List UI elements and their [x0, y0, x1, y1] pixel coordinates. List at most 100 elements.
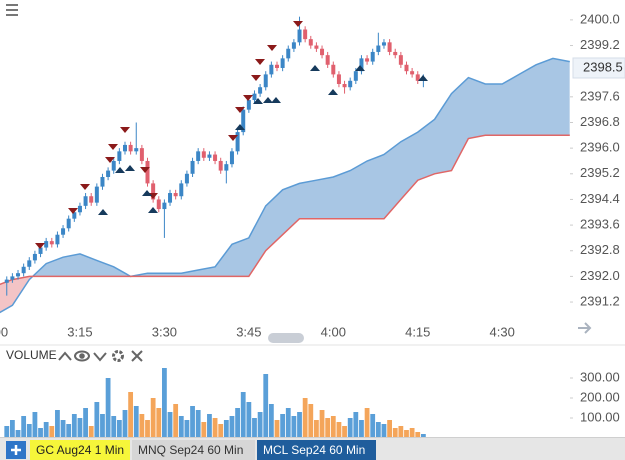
candle-body	[404, 64, 409, 72]
y-tick-label: 2400.0	[580, 11, 620, 26]
volume-bar	[235, 408, 240, 437]
volume-bar	[364, 408, 370, 437]
scroll-thumb[interactable]	[268, 333, 304, 343]
buy-signal	[310, 65, 320, 71]
candle-body	[72, 212, 77, 219]
candle-body	[94, 186, 99, 203]
candle-body	[190, 160, 195, 174]
axis-layer: 2400.0 2399.2 2397.6 2396.8 2396.0 2395.2 2394…	[0, 11, 625, 424]
scroll-right-icon[interactable]	[578, 322, 592, 334]
candle-body	[55, 234, 60, 245]
buy-signal	[148, 207, 158, 213]
candle-body	[297, 29, 302, 43]
tab[interactable]: GC Aug24 1 Min	[30, 440, 130, 460]
volume-bar	[319, 410, 325, 437]
tab[interactable]: MCL Sep24 60 Min	[257, 440, 376, 460]
candle-body	[77, 205, 82, 213]
candle-body	[331, 64, 336, 75]
volume-bar	[145, 420, 150, 437]
buy-signal	[98, 209, 108, 215]
candle-body	[336, 74, 341, 85]
candle-body	[10, 276, 15, 280]
volume-bar	[32, 412, 38, 437]
candle-body	[179, 183, 184, 197]
sell-signal	[235, 107, 245, 113]
buy-signal	[115, 167, 125, 173]
cloud-upper-line	[0, 57, 570, 314]
candle-body	[235, 132, 240, 152]
sell-signal	[140, 167, 150, 173]
candle-body	[173, 193, 178, 197]
volume-bar	[100, 414, 105, 437]
x-tick-label: 4:30	[490, 324, 515, 339]
volume-bar	[184, 420, 190, 437]
move-down-icon[interactable]	[93, 352, 107, 362]
volume-bar	[336, 422, 342, 437]
visibility-pupil	[79, 353, 85, 359]
candle-body	[21, 266, 26, 274]
tab[interactable]: MNQ Sep24 60 Min	[132, 440, 255, 460]
candle-body	[4, 279, 9, 283]
y-tick-label: 2392.8	[580, 242, 620, 257]
candle-body	[393, 51, 398, 56]
move-up-icon[interactable]	[58, 351, 72, 361]
visibility-icon[interactable]	[74, 350, 90, 362]
candle-body	[207, 154, 212, 158]
volume-bar	[291, 416, 297, 437]
x-tick-label: 3:30	[152, 324, 177, 339]
sell-signal	[228, 135, 238, 141]
last-price-label: 2398.5	[583, 59, 623, 74]
sell-signal	[251, 75, 261, 81]
candle-body	[325, 55, 330, 65]
sell-signal	[120, 127, 130, 133]
volume-bar	[370, 414, 376, 437]
candle-body	[27, 260, 32, 267]
buy-signal	[142, 190, 152, 196]
volume-bar	[77, 418, 83, 437]
candle-body	[139, 148, 144, 161]
chart: 2400.0 2399.2 2397.6 2396.8 2396.0 2395.2 2394…	[0, 4, 625, 437]
candle-body	[213, 154, 218, 161]
candle-body	[291, 42, 296, 49]
volume-bar	[229, 416, 235, 437]
x-tick-label: 4:15	[405, 324, 430, 339]
volume-bar	[387, 420, 392, 437]
y-tick-label: 2392.0	[580, 268, 620, 283]
volume-bar	[285, 408, 291, 437]
volume-bar	[280, 414, 286, 437]
candle-body	[134, 148, 139, 152]
candle-body	[275, 64, 279, 68]
volume-bar	[4, 426, 10, 437]
settings-icon[interactable]	[112, 350, 124, 362]
candle-body	[252, 93, 257, 101]
sell-signal	[243, 95, 253, 101]
buy-signal	[418, 75, 428, 81]
volume-bar	[150, 398, 156, 437]
buy-signal	[355, 65, 365, 71]
x-tick-label: 4:00	[321, 324, 346, 339]
add-tab-button[interactable]	[6, 441, 26, 459]
y-tick-label: 2395.2	[580, 165, 620, 180]
candle-body	[398, 55, 403, 65]
candle-body	[269, 64, 274, 75]
menu-icon[interactable]	[6, 4, 18, 16]
candle-body	[410, 71, 415, 75]
candle-body	[320, 48, 325, 56]
candle-body	[381, 42, 386, 46]
volume-bar	[162, 368, 167, 437]
volume-bar	[353, 412, 359, 437]
volume-tools[interactable]	[58, 350, 143, 362]
sell-signal	[108, 144, 118, 150]
volume-bar	[201, 422, 207, 437]
volume-bar	[404, 430, 409, 437]
volume-bar	[133, 406, 139, 437]
candle-body	[196, 151, 201, 161]
volume-bar	[314, 420, 319, 437]
y-tick-label: 2396.8	[580, 114, 620, 129]
candle-body	[359, 58, 364, 72]
sell-signal	[80, 184, 90, 190]
candle-body	[111, 160, 116, 171]
volume-bar	[218, 424, 224, 437]
volume-bar	[398, 426, 404, 437]
candle-body	[122, 144, 127, 152]
